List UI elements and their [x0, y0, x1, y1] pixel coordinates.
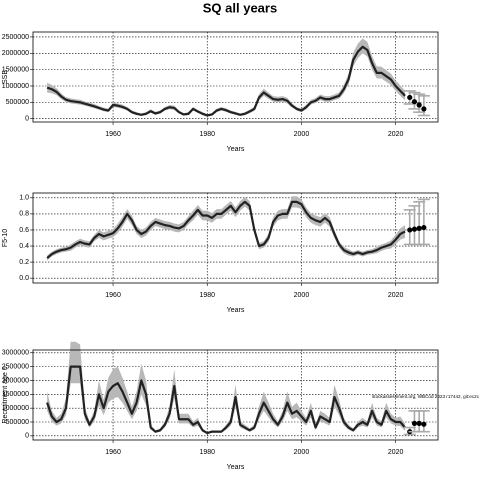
estimate-line	[46, 365, 406, 435]
x-tick-label: 1980	[199, 131, 215, 138]
x-tick-label: 1960	[105, 131, 121, 138]
y-tick-label: 3000000	[2, 350, 29, 357]
y-tick-label: 500000	[6, 99, 29, 106]
forecast-point	[411, 420, 418, 426]
x-tick-label: 2020	[388, 292, 404, 299]
forecast-point	[416, 102, 422, 108]
x-tick-label: 2000	[294, 292, 310, 299]
forecast-point	[416, 225, 422, 231]
plot-frame	[32, 192, 439, 284]
estimate-line	[46, 200, 406, 259]
estimate-line	[46, 45, 406, 117]
watermark: stockassessment.org, WBCod 2023 r17442, …	[372, 394, 480, 399]
forecast-point	[411, 226, 418, 232]
plot-frame	[32, 349, 439, 441]
y-axis-label: Recruitment age 0	[2, 366, 9, 423]
x-tick-label: 2020	[388, 449, 404, 456]
x-axis-label: Years	[227, 464, 245, 471]
forecast-point	[411, 99, 418, 105]
y-tick-label: 2000000	[2, 377, 29, 384]
y-tick-label: 0.2	[19, 259, 29, 266]
y-tick-label: 0.4	[19, 243, 29, 250]
x-tick-label: 1980	[199, 292, 215, 299]
x-tick-label: 1960	[105, 292, 121, 299]
confidence-band	[47, 341, 406, 434]
forecast-point	[407, 227, 413, 233]
y-axis-label: SSB	[2, 70, 9, 84]
forecast-point	[421, 224, 427, 231]
y-tick-label: 0.0	[19, 275, 29, 282]
y-tick-label: 1500000	[2, 391, 29, 398]
y-tick-label: 0.6	[19, 227, 29, 234]
y-tick-label: 2500000	[2, 34, 29, 41]
x-tick-label: 2000	[294, 449, 310, 456]
plot-frame	[32, 31, 439, 123]
y-tick-label: 1000000	[2, 83, 29, 90]
x-tick-label: 2020	[388, 131, 404, 138]
y-tick-label: 0	[25, 116, 29, 123]
forecast-point	[421, 421, 427, 427]
x-tick-label: 2000	[294, 131, 310, 138]
y-tick-label: 1.0	[19, 195, 29, 202]
y-tick-label: 1000000	[2, 405, 29, 412]
y-tick-label: 2500000	[2, 363, 29, 370]
x-tick-label: 1980	[199, 449, 215, 456]
y-axis-label: F5-10	[2, 229, 9, 247]
forecast-point	[416, 420, 422, 426]
forecast-point	[421, 106, 427, 112]
figure-title: SQ all years	[203, 0, 277, 15]
y-tick-label: 2000000	[2, 50, 29, 57]
y-tick-label: 1500000	[2, 66, 29, 73]
y-tick-label: 0.8	[19, 211, 29, 218]
x-axis-label: Years	[227, 307, 245, 314]
x-axis-label: Years	[227, 146, 245, 153]
y-tick-label: 500000	[6, 419, 29, 426]
x-tick-label: 1960	[105, 449, 121, 456]
forecast-point	[407, 94, 413, 101]
y-tick-label: 0	[25, 433, 29, 440]
